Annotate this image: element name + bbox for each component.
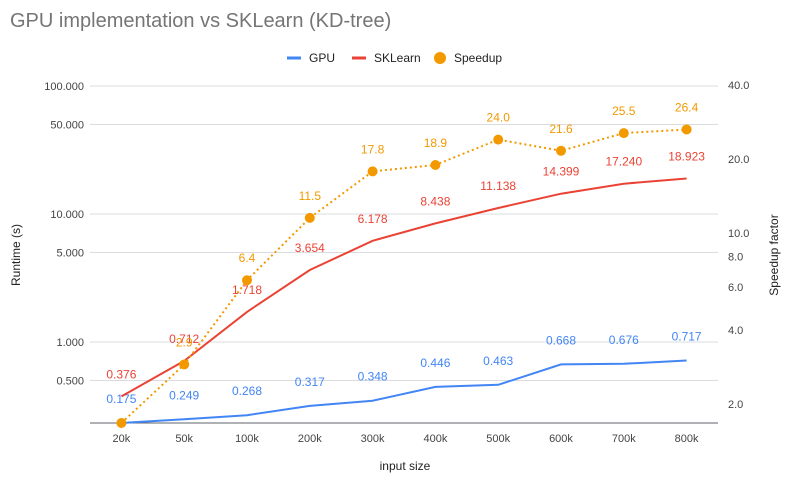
data-label: 6.4 bbox=[239, 251, 256, 265]
y-right-tick-label: 8.0 bbox=[728, 251, 743, 263]
y-right-tick-label: 40.0 bbox=[728, 80, 749, 92]
x-tick-label: 700k bbox=[612, 433, 636, 445]
data-label: 0.175 bbox=[106, 392, 136, 406]
series-line-speedup bbox=[120, 128, 687, 424]
speedup-marker bbox=[493, 134, 504, 145]
legend-label: Speedup bbox=[454, 51, 502, 65]
data-label: 0.249 bbox=[169, 388, 199, 402]
x-tick-label: 500k bbox=[486, 433, 510, 445]
x-tick-label: 300k bbox=[361, 433, 385, 445]
legend-label: SKLearn bbox=[374, 51, 421, 65]
y-left-tick-label: 1.000 bbox=[56, 337, 84, 349]
y-right-tick-label: 10.0 bbox=[728, 228, 749, 240]
data-label: 3.654 bbox=[295, 241, 325, 255]
legend-swatch bbox=[434, 52, 446, 64]
data-label: 24.0 bbox=[487, 111, 511, 125]
data-label: 17.8 bbox=[361, 142, 385, 156]
speedup-marker bbox=[556, 145, 566, 156]
data-label: 17.240 bbox=[605, 155, 642, 169]
y-left-tick-label: 5.000 bbox=[56, 248, 84, 260]
data-label: 0.317 bbox=[295, 375, 325, 389]
data-label: 18.9 bbox=[424, 136, 448, 150]
y-right-tick-label: 6.0 bbox=[728, 282, 743, 294]
x-tick-label: 100k bbox=[235, 433, 259, 445]
speedup-marker bbox=[618, 128, 629, 139]
data-label: 14.399 bbox=[543, 165, 580, 179]
speedup-marker bbox=[430, 160, 441, 171]
speedup-marker bbox=[367, 166, 378, 177]
data-label: 0.463 bbox=[483, 354, 513, 368]
speedup-marker bbox=[179, 359, 190, 370]
data-label: 8.438 bbox=[420, 194, 450, 208]
data-label: 25.5 bbox=[612, 104, 636, 118]
y-right-tick-label: 2.0 bbox=[728, 399, 743, 411]
data-label: 0.376 bbox=[106, 367, 136, 381]
x-tick-label: 400k bbox=[423, 433, 447, 445]
x-axis-title: input size bbox=[380, 459, 431, 473]
speedup-marker bbox=[242, 275, 252, 286]
series-line-gpu bbox=[121, 359, 687, 424]
data-label: 2.9 bbox=[176, 335, 193, 349]
data-label: 21.6 bbox=[549, 122, 573, 136]
speedup-marker bbox=[304, 212, 315, 223]
data-label: 0.712 bbox=[169, 332, 199, 346]
data-label: 11.138 bbox=[480, 179, 516, 193]
data-label: 11.5 bbox=[299, 189, 322, 203]
data-label: 0.676 bbox=[609, 333, 639, 347]
data-label: 0.668 bbox=[546, 333, 576, 347]
series-line-sklearn bbox=[120, 177, 687, 398]
x-tick-label: 20k bbox=[113, 433, 131, 445]
x-tick-label: 800k bbox=[675, 433, 699, 445]
y-left-tick-label: 50.000 bbox=[50, 120, 84, 132]
x-tick-label: 600k bbox=[549, 433, 573, 445]
y-left-tick-label: 100.000 bbox=[44, 81, 84, 93]
y-left-axis-title: Runtime (s) bbox=[9, 224, 23, 286]
data-label: 6.178 bbox=[358, 212, 388, 226]
data-label: 0.446 bbox=[420, 356, 450, 370]
data-label: 0.348 bbox=[358, 370, 388, 384]
speedup-marker bbox=[681, 124, 692, 135]
data-label: 1.718 bbox=[232, 283, 262, 297]
x-tick-label: 200k bbox=[298, 433, 322, 445]
data-label: 0.717 bbox=[672, 329, 702, 343]
data-label: 18.923 bbox=[668, 150, 705, 164]
y-right-tick-label: 20.0 bbox=[728, 154, 749, 166]
speedup-marker bbox=[116, 418, 127, 428]
y-left-tick-label: 0.500 bbox=[56, 376, 84, 388]
y-right-tick-label: 4.0 bbox=[728, 325, 743, 337]
legend-label: GPU bbox=[309, 51, 335, 65]
y-left-tick-label: 10.000 bbox=[50, 209, 84, 221]
x-tick-label: 50k bbox=[175, 433, 193, 445]
data-label: 26.4 bbox=[675, 100, 699, 114]
y-right-axis-title: Speedup factor bbox=[767, 214, 781, 295]
chart-title: GPU implementation vs SKLearn (KD-tree) bbox=[10, 10, 392, 32]
data-label: 0.268 bbox=[232, 384, 262, 398]
